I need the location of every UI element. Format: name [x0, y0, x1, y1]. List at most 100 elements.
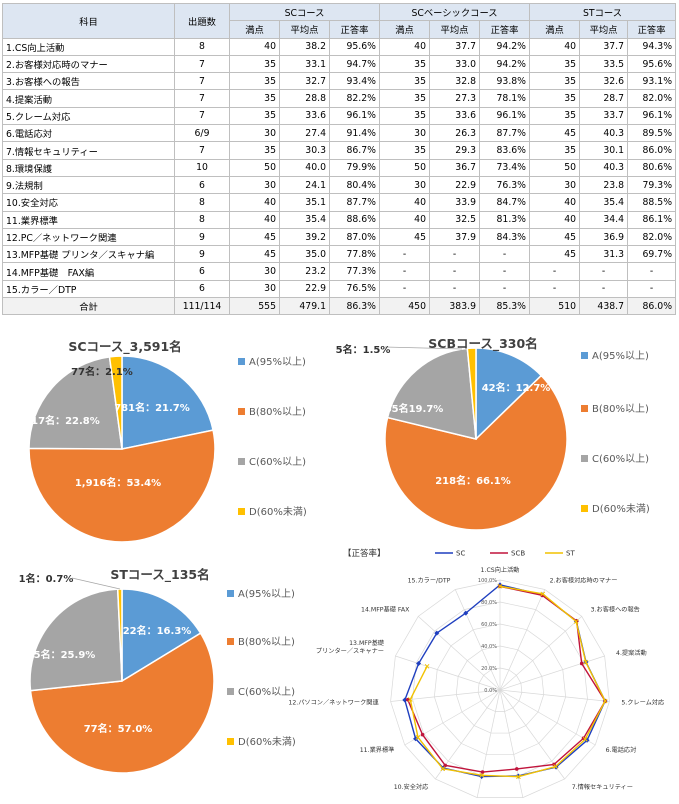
radar-point	[573, 619, 579, 624]
radar-point	[516, 774, 521, 780]
table-cell: 8	[174, 210, 230, 229]
radar-tick-label: 80.0%	[481, 600, 497, 606]
legend-swatch	[581, 405, 588, 412]
radar-spoke	[499, 655, 605, 691]
table-cell: 87.0%	[329, 227, 380, 247]
legend-swatch	[238, 458, 245, 465]
subheader-avg: 平均点	[279, 20, 330, 39]
table-cell: 40	[229, 37, 280, 56]
table-cell: 40	[529, 193, 581, 212]
table-cell: 3.お客様への報告	[2, 72, 175, 91]
pie-title: SCBコース_330名	[428, 336, 537, 352]
table-cell: 93.1%	[627, 72, 677, 91]
table-cell: 9	[174, 245, 230, 264]
table-cell: 93.8%	[478, 72, 531, 91]
table-cell: 28.8	[279, 89, 330, 108]
pie-data-label: 42名：12.7%	[482, 381, 551, 394]
legend-entry: A(95%以上)	[592, 350, 649, 362]
pie-slice	[28, 429, 216, 543]
table-cell: 37.9	[429, 227, 480, 247]
table-cell: 35	[379, 54, 430, 74]
legend-entry: C(60%以上)	[238, 686, 295, 698]
table-cell: 82.0%	[627, 227, 677, 247]
table-cell: 7	[174, 54, 230, 74]
table-cell: 7	[174, 141, 230, 160]
table-row: 4.提案活動 7 35 28.8 82.2% 35 27.3 78.1% 35 28.7 82.0%	[2, 89, 677, 108]
table-cell: 10	[174, 158, 230, 177]
table-cell: 45	[529, 124, 581, 143]
table-cell: 88.6%	[329, 210, 380, 229]
table-cell: 6	[174, 279, 230, 299]
table-cell: 32.6	[579, 72, 629, 91]
radar-spoke	[499, 589, 546, 691]
table-cell: 35	[529, 141, 581, 160]
table-cell: 13.MFP基礎 プリンタ／スキャナ編	[2, 245, 175, 264]
table-cell: 28.7	[579, 89, 629, 108]
table-cell: 33.0	[429, 54, 480, 74]
legend-entry: B(80%以上)	[238, 636, 295, 648]
table-cell: -	[429, 279, 480, 299]
legend-swatch	[581, 352, 588, 359]
table-cell: 35	[379, 89, 430, 108]
table-cell: 40	[229, 210, 280, 229]
table-cell: -	[478, 245, 531, 264]
subheader-full: 満点	[529, 20, 581, 39]
radar-spoke	[454, 589, 501, 691]
radar-category-label: 11.業界標準	[360, 746, 395, 754]
pie-title: SCコース_3,591名	[68, 339, 181, 355]
radar-point	[540, 591, 546, 597]
table-cell: 35	[229, 54, 280, 74]
table-cell: 23.8	[579, 175, 629, 195]
radar-series-line	[407, 585, 606, 773]
legend-swatch	[227, 638, 234, 645]
table-cell: 33.6	[429, 106, 480, 126]
subheader-rate: 正答率	[627, 20, 677, 39]
subheader-rate: 正答率	[329, 20, 380, 39]
table-row: 15.カラー／DTP 6 30 22.9 76.5% - - - - - -	[2, 279, 677, 299]
table-cell: 86.0%	[627, 141, 677, 160]
table-cell: 7	[174, 72, 230, 91]
table-cell: 27.3	[429, 89, 480, 108]
table-cell: 35	[229, 106, 280, 126]
radar-category-label: 7.情報セキュリティー	[572, 783, 633, 791]
radar-tick-label: 0.0%	[484, 688, 497, 694]
table-cell: 40	[529, 37, 581, 56]
table-cell: 8	[174, 37, 230, 56]
table-cell: 30	[529, 175, 581, 195]
radar-series-line	[409, 585, 606, 778]
table-cell: 30	[379, 124, 430, 143]
table-cell: 30.3	[279, 141, 330, 160]
pie-data-label: 1,916名：53.4%	[75, 476, 161, 489]
legend-entry: D(60%未満)	[238, 736, 296, 748]
table-cell: 32.8	[429, 72, 480, 91]
table-total-cell: 86.0%	[627, 297, 677, 316]
table-cell: 35.4	[279, 210, 330, 229]
table-cell: 35.0	[279, 245, 330, 264]
pie-slice	[29, 632, 215, 774]
table-cell: 40	[529, 210, 581, 229]
table-row: 12.PC／ネットワーク関連 9 45 39.2 87.0% 45 37.9 84.3% 45 3…	[2, 227, 677, 247]
subheader-full: 満点	[229, 20, 280, 39]
table-cell: -	[379, 262, 430, 281]
header-subject: 科目	[2, 3, 175, 39]
table-cell: 79.3%	[627, 175, 677, 195]
pie-data-label: 781名：21.7%	[114, 401, 190, 414]
table-cell: 30	[229, 175, 280, 195]
radar-point	[553, 764, 558, 769]
table-cell: 33.9	[429, 193, 480, 212]
legend-entry: B(80%以上)	[249, 406, 306, 418]
pie-chart-sc: 781名：21.7% 1,916名：53.4% 817名：22.8% 77名：2.1%…	[24, 339, 307, 543]
table-row: 13.MFP基礎 プリンタ／スキャナ編 9 45 35.0 77.8% - - -45 31.3…	[2, 245, 677, 264]
radar-spoke	[499, 616, 582, 691]
legend-swatch	[238, 508, 245, 515]
table-cell: 86.1%	[627, 210, 677, 229]
table-cell: 45	[529, 245, 581, 264]
pie-chart-scb: 42名：12.7% 218名：66.1% 65名19.7% 5名：1.5% SCBコース…	[336, 336, 650, 531]
table-total-cell: 555	[229, 297, 280, 316]
table-cell: 10.安全対応	[2, 193, 175, 212]
table-row: 3.お客様への報告 7 35 32.7 93.4% 35 32.8 93.8% 35 32.6 93…	[2, 72, 677, 91]
header-course-scb: SCベーシックコース	[378, 2, 531, 22]
radar-point	[602, 698, 608, 704]
table-cell: 79.9%	[329, 158, 380, 177]
pie-data-label: 77名：57.0%	[84, 722, 153, 735]
